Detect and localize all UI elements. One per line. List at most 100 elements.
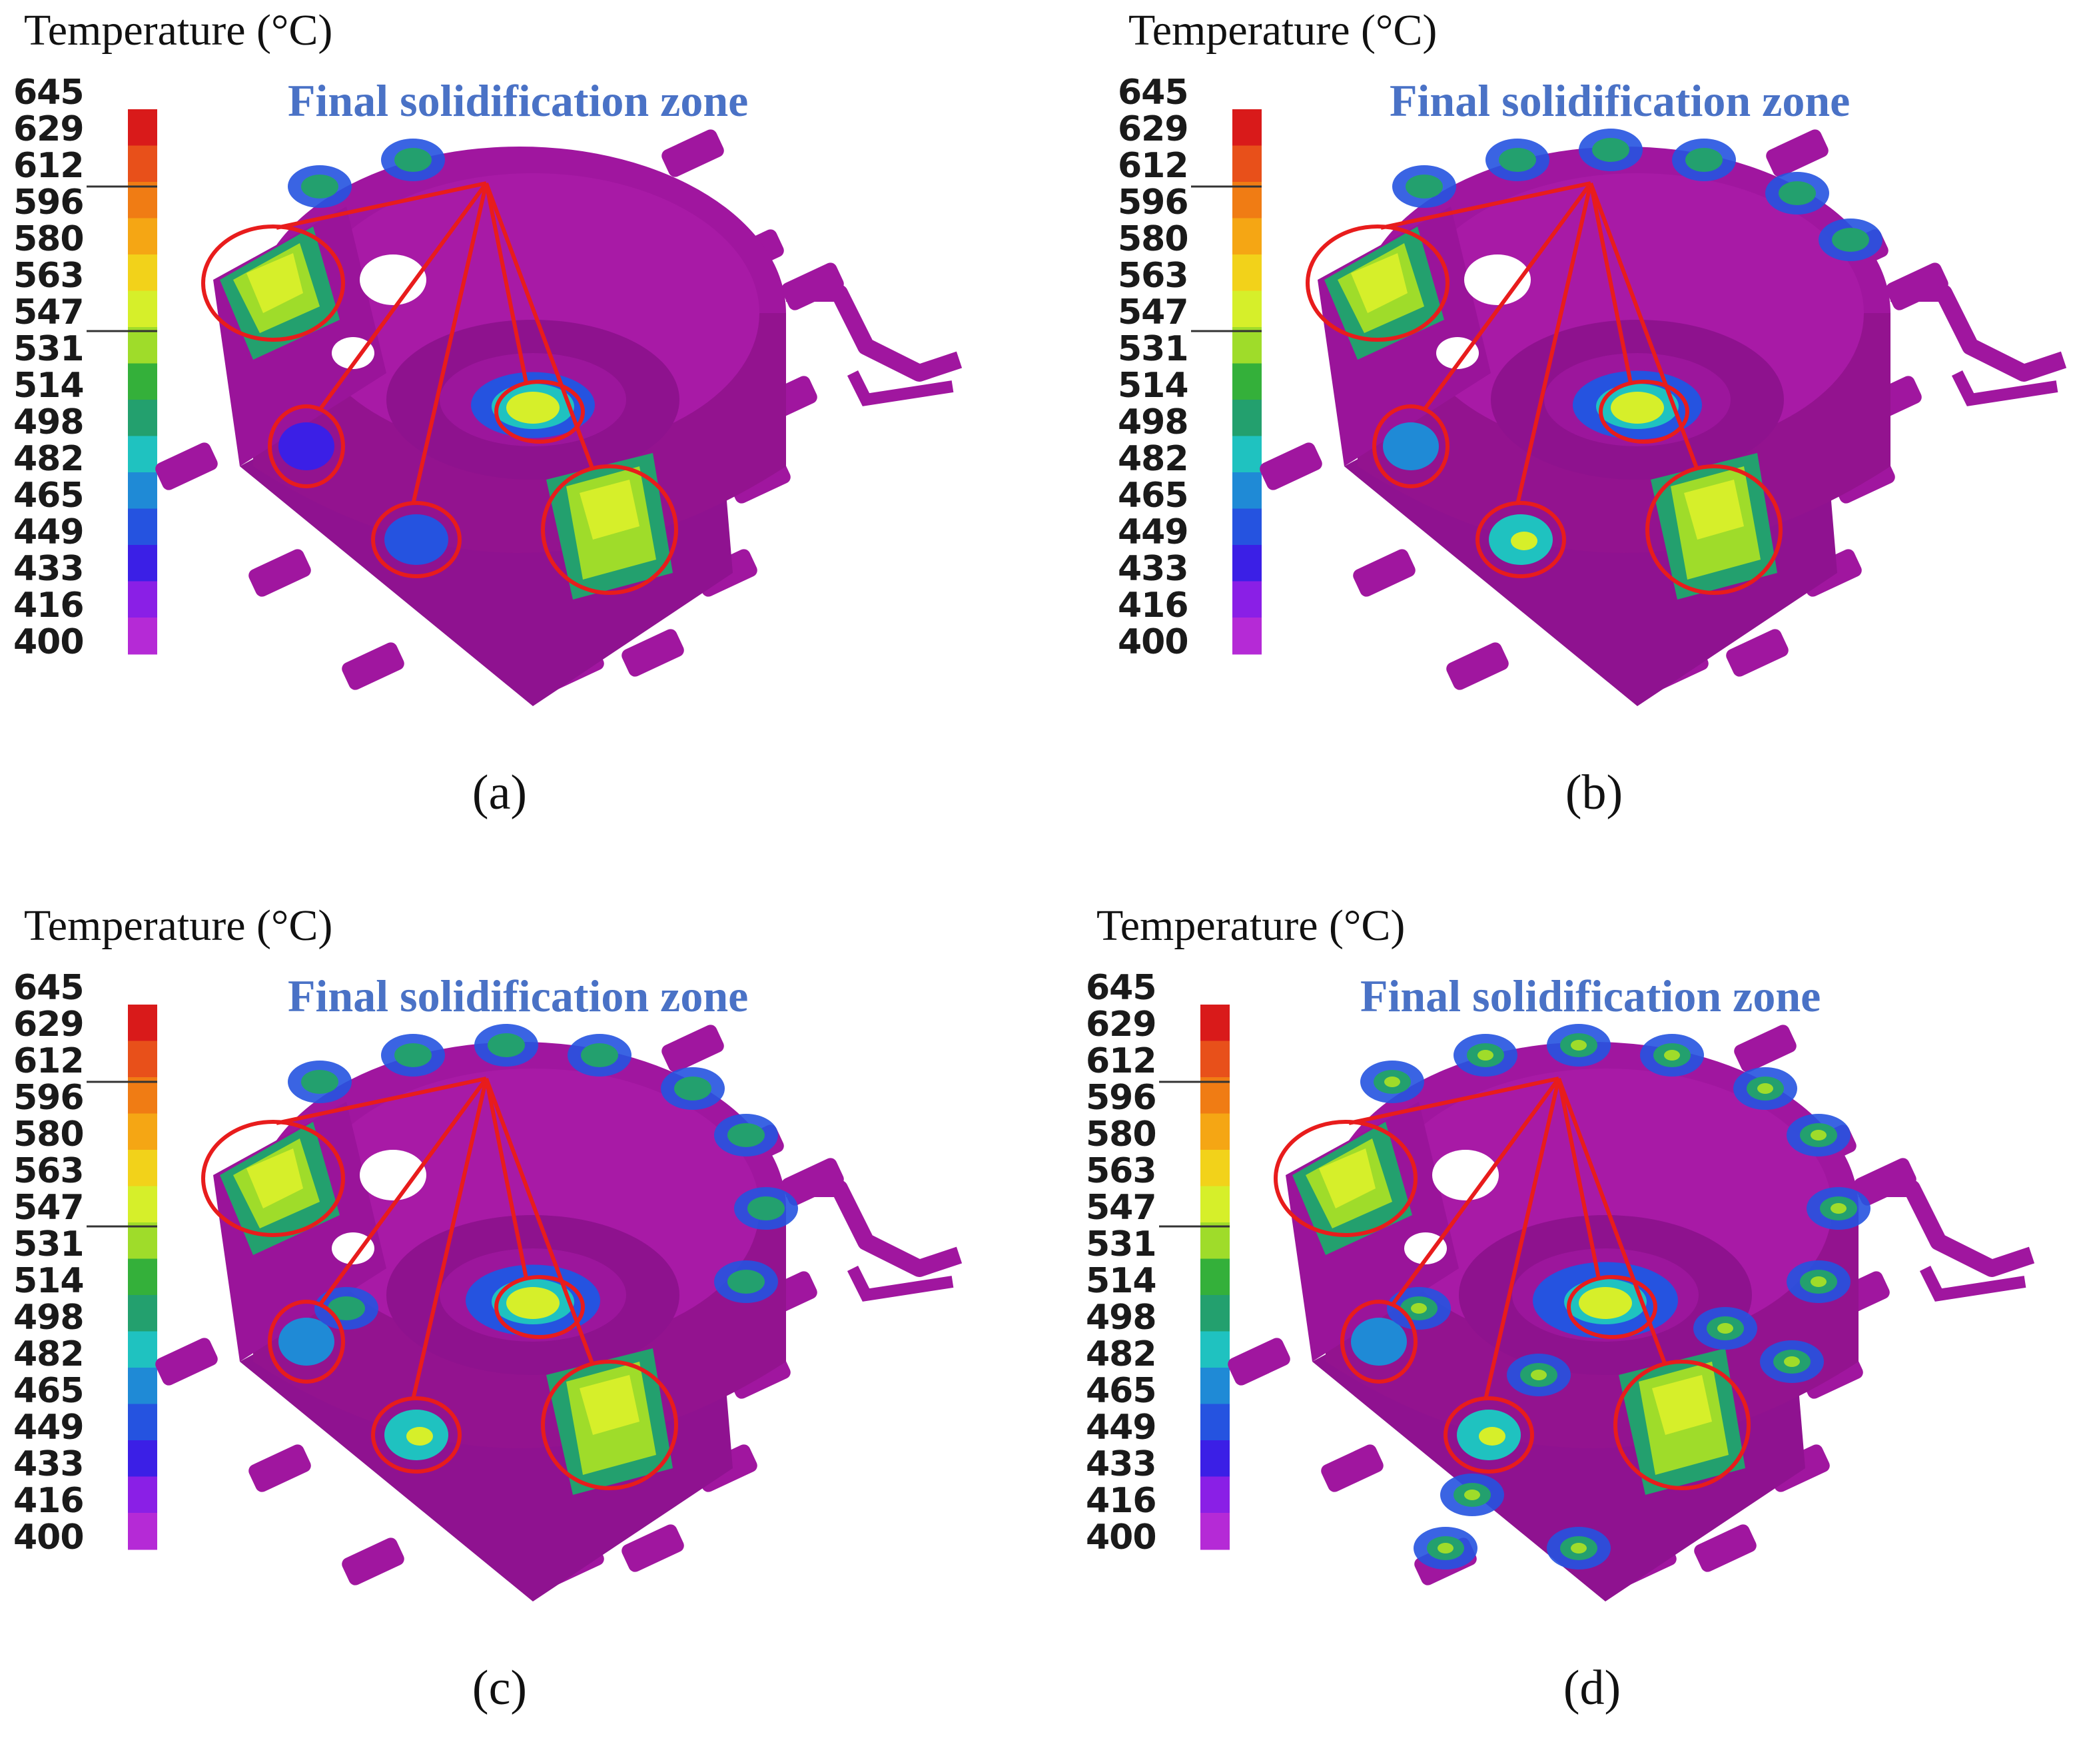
- legend-color-band: [128, 545, 157, 582]
- legend-color-band: [128, 472, 157, 510]
- hotspot-core: [506, 1287, 560, 1319]
- legend-title: Temperature (°C): [1128, 6, 1438, 55]
- legend-color-band: [128, 1513, 157, 1550]
- wall-hotpatch: [1717, 1323, 1733, 1334]
- legend-color-band: [128, 618, 157, 655]
- annotation-circle: [1340, 1300, 1418, 1384]
- annotation-circle: [541, 464, 678, 595]
- mounting-tab: [1694, 1524, 1757, 1572]
- legend-tick-label: 563: [13, 1151, 85, 1191]
- annotation-leader-line: [1422, 182, 1593, 411]
- legend-tick-label: 514: [13, 366, 85, 406]
- legend-color-band: [1232, 327, 1262, 364]
- annotation-leader-line: [276, 181, 487, 230]
- legend-tick-label: 580: [1086, 1114, 1157, 1154]
- legend-title: Temperature (°C): [24, 901, 333, 950]
- wall-hotpatch: [674, 1077, 711, 1101]
- mounting-tab: [1353, 549, 1416, 597]
- side-pipe: [1951, 370, 2058, 406]
- wall-hotpatch: [1571, 1040, 1587, 1051]
- legend-color-band: [128, 1476, 157, 1514]
- legend-tick-label: 547: [1118, 292, 1189, 332]
- legend-tick-label: 449: [13, 512, 85, 552]
- annotation-circle: [494, 1275, 585, 1339]
- legend-tick-label: 629: [1118, 109, 1189, 149]
- legend-color-band: [128, 1222, 157, 1260]
- legend-tick-label: 498: [13, 1298, 85, 1338]
- mounting-tab: [1734, 1025, 1797, 1073]
- hotspot-right-block: [580, 480, 639, 540]
- legend-color-band: [1200, 1440, 1230, 1478]
- legend-colorbar: [87, 1005, 157, 1550]
- annotation-group: [1306, 181, 1783, 595]
- wall-hotpatch: [488, 1033, 525, 1057]
- legend-tick-label: 416: [1118, 586, 1189, 626]
- wall-hotpatch: [328, 1296, 365, 1320]
- casting-model: [1191, 109, 2067, 706]
- legend-color-band: [1200, 1476, 1230, 1514]
- legend-color-band: [1200, 1005, 1230, 1042]
- annotation-circle: [1372, 404, 1450, 488]
- legend-tick-label: 580: [1118, 219, 1189, 259]
- legend-color-band: [128, 1440, 157, 1478]
- annotation-circle: [371, 1396, 462, 1474]
- legend-tick-label: 498: [13, 402, 85, 442]
- legend-color-band: [1232, 618, 1262, 655]
- mounting-tab: [1321, 1444, 1384, 1492]
- mounting-tab: [1446, 642, 1509, 690]
- legend-tick-label: 547: [13, 292, 85, 332]
- wall-hotpatch: [1464, 1490, 1480, 1500]
- wall-hotpatch: [1477, 1050, 1493, 1061]
- wall-hotpatch: [394, 148, 432, 172]
- hotspot-small: [384, 514, 448, 565]
- legend-tick-label: 416: [13, 1481, 85, 1521]
- panel-label: (c): [472, 1661, 528, 1715]
- annotation-circle: [1613, 1360, 1751, 1490]
- side-pipe: [847, 1265, 954, 1302]
- legend-tick-label: 433: [13, 1444, 85, 1484]
- hole: [332, 1232, 374, 1264]
- legend-color-band: [1232, 290, 1262, 328]
- wall-hotpatch: [1571, 1543, 1587, 1553]
- mounting-tab: [155, 442, 218, 490]
- mounting-tab: [622, 629, 684, 677]
- legend-title: Temperature (°C): [1096, 901, 1406, 950]
- legend-tick-label: 531: [1086, 1224, 1157, 1264]
- legend-colorbar: [1191, 109, 1262, 655]
- mounting-tab: [342, 642, 404, 690]
- side-pipe: [1859, 1180, 2035, 1277]
- wall-hotpatch: [1592, 138, 1629, 162]
- legend-tick-label: 547: [1086, 1188, 1157, 1228]
- legend-tick-label: 580: [13, 1114, 85, 1154]
- wall-hotpatch: [1811, 1130, 1827, 1140]
- annotation-leader-line: [1589, 182, 1699, 471]
- legend-tick-label: 531: [13, 329, 85, 369]
- thermal-hotspots: [1292, 1024, 1871, 1569]
- legend-color-band: [128, 290, 157, 328]
- hotspot-small-core: [1479, 1427, 1505, 1446]
- wall-hotpatch: [747, 1196, 785, 1220]
- wall-hotpatch: [394, 1043, 432, 1067]
- panel-d: Temperature (°C) 645 629 612 596 580 563 547 53…: [1072, 895, 2081, 1764]
- legend-tick-label: 482: [1118, 439, 1189, 479]
- legend-tick-label: 645: [13, 968, 85, 1008]
- legend-color-band: [1232, 109, 1262, 147]
- hotspot-core: [1611, 392, 1664, 424]
- legend-tick-label: 449: [13, 1408, 85, 1448]
- legend-color-band: [1232, 218, 1262, 255]
- mounting-tab: [622, 1524, 684, 1572]
- mounting-tab: [342, 1538, 404, 1585]
- legend-color-band: [1232, 400, 1262, 437]
- legend-color-band: [128, 1041, 157, 1078]
- hotspot-left-block: [1351, 253, 1408, 313]
- legend-tick-label: 449: [1086, 1408, 1157, 1448]
- panel-c: Temperature (°C) 645 629 612 596 580 563 547 53…: [0, 895, 1040, 1764]
- thermal-hotspots: [220, 1024, 798, 1495]
- final-solidification-zone-label: Final solidification zone: [288, 75, 749, 126]
- wall-hotpatch: [1664, 1050, 1680, 1061]
- legend-color-band: [1232, 545, 1262, 582]
- legend-tick-label: 612: [1118, 146, 1189, 186]
- casting-model: [87, 1005, 963, 1601]
- wall-hotpatch: [301, 175, 338, 199]
- legend-tick-label: 498: [1118, 402, 1189, 442]
